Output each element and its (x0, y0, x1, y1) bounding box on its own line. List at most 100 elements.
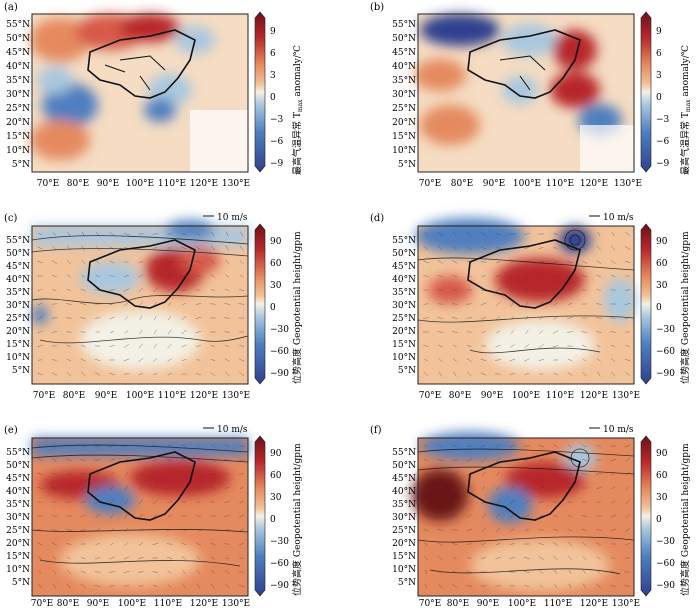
wind-vector (524, 486, 530, 490)
lat-tick: 20°N (6, 327, 30, 337)
wind-vector (238, 584, 245, 588)
wind-vector (438, 344, 443, 348)
wind-vector (124, 513, 128, 519)
wind-vector (66, 458, 72, 462)
lat-tick: 45°N (392, 48, 416, 58)
wind-vector (224, 317, 231, 319)
cb-tick: −6 (656, 137, 670, 147)
lat-tick: 25°N (6, 314, 30, 324)
wind-vector (582, 371, 587, 377)
wind-vector (239, 245, 244, 251)
lon-tick: 130°E (612, 391, 640, 401)
cb-tick: 0 (656, 303, 662, 313)
cb-tick: 6 (656, 49, 662, 59)
wind-vector (95, 542, 100, 546)
wind-vector (52, 289, 57, 291)
wind-vector (423, 372, 429, 376)
wind-vector (510, 472, 514, 476)
wind-vector (596, 445, 602, 447)
wind-vector (495, 585, 501, 587)
wind-vector (480, 316, 487, 320)
wind-vector (109, 345, 115, 347)
lon-tick: 80°E (451, 179, 474, 189)
wind-vector (624, 358, 631, 362)
wind-vector (138, 372, 144, 376)
wind-vector (109, 445, 115, 447)
lat-tick: 15°N (6, 132, 30, 142)
wind-vector (538, 473, 544, 475)
wind-vector (453, 231, 457, 237)
lon-tick: 130°E (222, 179, 250, 189)
wind-vector (625, 231, 630, 237)
wind-vector (95, 557, 101, 559)
wind-vector (566, 331, 574, 333)
cb-tick: 30 (656, 281, 668, 291)
wind-vector (452, 556, 457, 560)
wind-vector (567, 515, 573, 517)
lon-tick: 80°E (57, 599, 80, 608)
lat-tick: 5°N (12, 366, 30, 376)
wind-vector (167, 529, 173, 531)
wind-vector (553, 542, 559, 546)
lon-tick: 100°E (126, 179, 154, 189)
wind-vector (37, 542, 43, 546)
wind-vector (95, 528, 101, 532)
wind-vectors-d (423, 231, 631, 377)
lat-tick: 50°N (392, 249, 416, 259)
wind-vector (123, 288, 130, 292)
wind-vector (538, 500, 545, 504)
wind-vector (211, 231, 215, 237)
lat-tick: 30°N (6, 90, 30, 100)
wind-vector (109, 330, 115, 334)
wind-vector (124, 528, 128, 532)
vector-key-c: 10 m/s (203, 213, 248, 223)
lat-tick: 20°N (6, 118, 30, 128)
wind-vector (466, 303, 473, 305)
wind-vector (181, 247, 187, 249)
wind-vector (37, 344, 43, 348)
lat-tick: 45°N (392, 474, 416, 484)
wind-vector (610, 358, 616, 362)
wind-vector (225, 556, 230, 560)
wind-vector (153, 372, 158, 376)
wind-vector (52, 245, 57, 251)
wind-vector (610, 570, 616, 574)
wind-vector (153, 301, 157, 307)
wind-vector (625, 261, 631, 263)
lat-tick: 35°N (392, 76, 416, 86)
wind-vector (210, 487, 216, 489)
colorbar-label: 位势高度 Geopotential height/gpm (291, 231, 303, 384)
wind-vector (239, 371, 245, 377)
wind-vector (509, 358, 516, 362)
wind-vector (509, 557, 516, 559)
wind-vector (568, 583, 572, 589)
wind-vector (595, 473, 602, 475)
wind-vector (523, 233, 530, 235)
wind-vector (51, 260, 57, 264)
wind-vector (210, 556, 215, 560)
wind-vector (51, 542, 58, 546)
wind-vector (625, 528, 631, 532)
colorbar-f: 90 60 30 0 −30 −60 −90 位势高度 Geopotential… (640, 435, 691, 597)
wind-vector (466, 528, 473, 532)
wind-vector (110, 513, 114, 519)
wind-vector (94, 372, 101, 376)
lon-tick: 80°E (63, 391, 86, 401)
lat-axis-c: 55°N 50°N 45°N 40°N 35°N 30°N 25°N 20°N … (6, 236, 30, 376)
wind-vector (37, 316, 43, 320)
wind-vector (51, 317, 58, 319)
wind-vector (438, 231, 442, 237)
wind-vector (95, 260, 100, 264)
vector-key-d: 10 m/s (589, 213, 634, 223)
wind-vector (110, 542, 114, 546)
wind-vector (81, 259, 86, 265)
wind-vector (625, 372, 631, 376)
wind-vector (124, 330, 129, 334)
lon-axis-a: 70°E 80°E 90°E 100°E 110°E 120°E 130°E (37, 179, 250, 189)
wind-vector (66, 345, 71, 347)
wind-vector (625, 499, 630, 505)
lon-tick: 90°E (95, 391, 118, 401)
cb-tick: 0 (656, 515, 662, 525)
wind-vector (595, 529, 602, 531)
wind-vector (210, 444, 215, 448)
